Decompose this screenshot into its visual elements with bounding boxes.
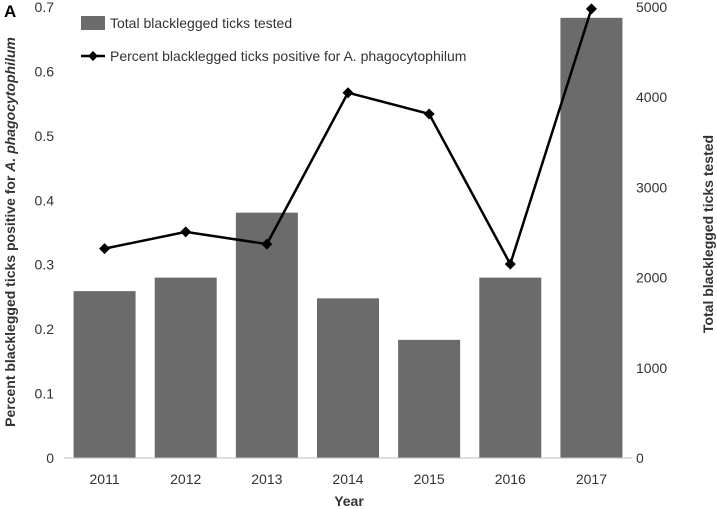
x-tick-labels: 2011 2012 2013 2014 2015 2016 2017 bbox=[90, 471, 608, 487]
legend: Total blacklegged ticks tested Percent b… bbox=[81, 15, 466, 64]
line-point-2015 bbox=[423, 108, 435, 120]
y-right-tick-3000: 3000 bbox=[636, 179, 667, 195]
x-tick-2013: 2013 bbox=[251, 471, 282, 487]
y-left-tick-0: 0 bbox=[46, 450, 54, 466]
y-left-axis-title-main: Percent blacklegged ticks positive for bbox=[2, 172, 18, 427]
bar-2015 bbox=[398, 339, 461, 458]
line-series bbox=[99, 3, 597, 270]
x-tick-2012: 2012 bbox=[170, 471, 201, 487]
line-point-2017 bbox=[585, 3, 597, 15]
legend-line-label: Percent blacklegged ticks positive for A… bbox=[110, 48, 466, 64]
y-left-tick-0.4: 0.4 bbox=[35, 192, 55, 208]
legend-bar-swatch bbox=[81, 16, 105, 30]
line-point-2012 bbox=[180, 226, 192, 238]
line-point-2016 bbox=[504, 258, 516, 270]
line-point-2011 bbox=[99, 243, 111, 255]
x-tick-2016: 2016 bbox=[495, 471, 526, 487]
y-right-tick-4000: 4000 bbox=[636, 89, 667, 105]
y-right-tick-0: 0 bbox=[636, 450, 644, 466]
x-tick-2011: 2011 bbox=[90, 471, 120, 487]
bar-2012 bbox=[154, 277, 217, 458]
y-left-axis-title-species: A. phagocytophilum bbox=[2, 37, 18, 173]
y-right-axis-title: Total blacklegged ticks tested bbox=[700, 135, 716, 333]
y-left-tick-0.6: 0.6 bbox=[35, 63, 55, 79]
bar-series bbox=[73, 17, 623, 458]
y-right-tick-1000: 1000 bbox=[636, 360, 667, 376]
y-right-tick-5000: 5000 bbox=[636, 0, 667, 15]
y-left-tick-0.7: 0.7 bbox=[35, 0, 55, 15]
bar-2013 bbox=[235, 212, 298, 458]
y-left-tick-0.3: 0.3 bbox=[35, 257, 55, 273]
line-point-2014 bbox=[342, 87, 354, 99]
y-left-tick-0.2: 0.2 bbox=[35, 321, 55, 337]
panel-label: A bbox=[4, 2, 16, 21]
y-left-tick-0.1: 0.1 bbox=[35, 386, 55, 402]
bar-2014 bbox=[317, 298, 379, 458]
x-tick-2014: 2014 bbox=[332, 471, 363, 487]
bar-2017 bbox=[560, 17, 623, 458]
y-left-tick-0.5: 0.5 bbox=[35, 128, 55, 144]
x-tick-2017: 2017 bbox=[576, 471, 607, 487]
x-axis-title: Year bbox=[334, 493, 364, 509]
y-left-axis-title: Percent blacklegged ticks positive for A… bbox=[2, 37, 18, 427]
bar-2011 bbox=[73, 291, 136, 458]
legend-bar-label: Total blacklegged ticks tested bbox=[110, 15, 292, 31]
legend-line-marker bbox=[88, 51, 98, 61]
y-left-tick-labels: 0 0.1 0.2 0.3 0.4 0.5 0.6 0.7 bbox=[35, 0, 55, 466]
y-right-tick-labels: 0 1000 2000 3000 4000 5000 bbox=[636, 0, 667, 466]
y-right-tick-2000: 2000 bbox=[636, 270, 667, 286]
line-point-2013 bbox=[261, 238, 273, 250]
x-tick-2015: 2015 bbox=[414, 471, 445, 487]
bar-2016 bbox=[479, 277, 542, 458]
